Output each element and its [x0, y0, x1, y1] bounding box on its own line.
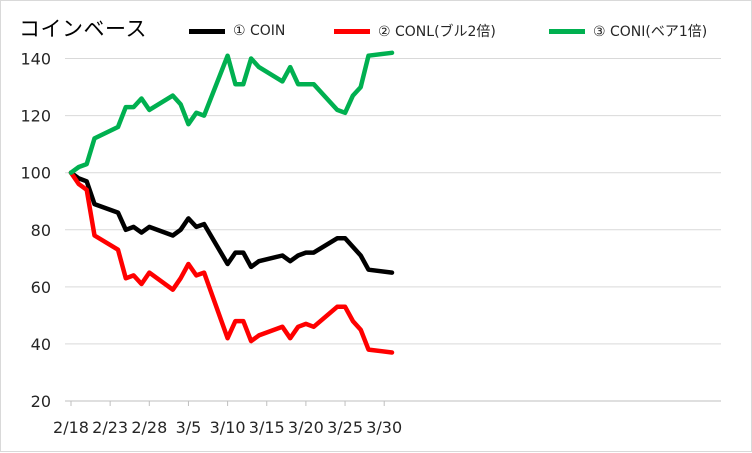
y-tick-label: 120 — [20, 107, 51, 126]
series-line-conl — [68, 170, 395, 355]
x-tick-label: 3/10 — [210, 418, 246, 437]
y-tick-label: 60 — [31, 278, 51, 297]
legend-item-conl: ② CONL(ブル2倍) — [334, 20, 496, 42]
legend-swatch-coin — [189, 28, 225, 34]
legend-swatch-coni — [549, 28, 585, 34]
x-tick-label: 3/30 — [366, 418, 402, 437]
x-tick-label: 2/18 — [53, 418, 89, 437]
y-tick-label: 140 — [20, 50, 51, 69]
legend-label-coni: ③ CONI(ベア1倍) — [593, 24, 708, 40]
x-tick-label: 3/25 — [327, 418, 363, 437]
y-axis: 20 40 60 80 100 120 140 — [20, 50, 51, 411]
y-tick-label: 100 — [20, 164, 51, 183]
y-tick-label: 80 — [31, 221, 51, 240]
x-tick-label: 2/28 — [131, 418, 167, 437]
x-tick-label: 3/5 — [176, 418, 202, 437]
legend-label-conl: ② CONL(ブル2倍) — [378, 24, 496, 40]
series-line-coin — [68, 170, 395, 275]
legend-swatch-conl — [334, 28, 370, 34]
legend-item-coin: ① COIN — [189, 20, 285, 42]
series-line-coni — [68, 50, 395, 175]
legend-label-coin: ① COIN — [233, 23, 286, 39]
chart-title: コインベース — [19, 17, 147, 41]
x-tick-label: 3/15 — [249, 418, 285, 437]
x-axis: 2/18 2/23 2/28 3/5 3/10 3/15 3/20 3/25 3/30 — [53, 401, 402, 437]
x-tick-label: 2/23 — [92, 418, 128, 437]
series-lines — [68, 50, 395, 355]
legend-item-coni: ③ CONI(ベア1倍) — [549, 20, 707, 42]
y-tick-label: 20 — [31, 392, 51, 411]
y-tick-label: 40 — [31, 335, 51, 354]
x-tick-label: 3/20 — [288, 418, 324, 437]
